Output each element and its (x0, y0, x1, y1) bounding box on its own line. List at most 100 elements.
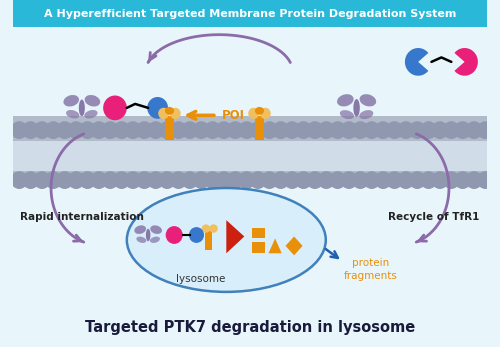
Circle shape (227, 121, 244, 139)
Circle shape (261, 171, 278, 189)
Circle shape (22, 121, 39, 139)
Circle shape (477, 171, 494, 189)
Ellipse shape (255, 107, 264, 115)
Circle shape (45, 171, 62, 189)
Circle shape (158, 171, 176, 189)
Circle shape (432, 171, 448, 189)
Circle shape (56, 171, 74, 189)
Text: protein
fragments: protein fragments (344, 259, 398, 281)
Circle shape (79, 121, 96, 139)
Text: A Hyperefficient Targeted Membrane Protein Degradation System: A Hyperefficient Targeted Membrane Prote… (44, 9, 456, 19)
Circle shape (103, 95, 127, 120)
Circle shape (284, 171, 300, 189)
Circle shape (238, 171, 255, 189)
FancyBboxPatch shape (13, 0, 487, 27)
Circle shape (90, 171, 108, 189)
Circle shape (192, 171, 210, 189)
FancyBboxPatch shape (252, 243, 264, 253)
Circle shape (182, 171, 198, 189)
Circle shape (352, 171, 369, 189)
Ellipse shape (158, 108, 169, 119)
Polygon shape (268, 238, 281, 253)
Ellipse shape (136, 237, 146, 243)
Circle shape (306, 171, 324, 189)
Circle shape (408, 121, 426, 139)
Ellipse shape (134, 225, 146, 234)
Circle shape (136, 171, 153, 189)
Ellipse shape (202, 225, 210, 233)
Circle shape (398, 121, 414, 139)
Ellipse shape (260, 108, 270, 119)
Circle shape (102, 171, 119, 189)
Circle shape (68, 171, 84, 189)
Circle shape (11, 121, 28, 139)
Circle shape (329, 171, 346, 189)
Circle shape (318, 121, 335, 139)
Circle shape (216, 121, 232, 139)
FancyBboxPatch shape (256, 116, 264, 139)
Ellipse shape (79, 100, 85, 116)
Circle shape (166, 226, 182, 244)
Circle shape (250, 121, 266, 139)
Circle shape (68, 121, 84, 139)
Circle shape (170, 121, 187, 139)
Wedge shape (454, 48, 478, 76)
Circle shape (238, 121, 255, 139)
Circle shape (306, 121, 324, 139)
Text: lysosome: lysosome (176, 273, 225, 283)
Circle shape (363, 121, 380, 139)
Circle shape (284, 121, 300, 139)
Circle shape (22, 171, 39, 189)
Ellipse shape (210, 225, 218, 233)
Ellipse shape (354, 99, 360, 117)
Circle shape (318, 171, 335, 189)
Circle shape (136, 121, 153, 139)
Wedge shape (405, 48, 428, 76)
Circle shape (443, 171, 460, 189)
Circle shape (113, 171, 130, 189)
Circle shape (216, 171, 232, 189)
Circle shape (11, 171, 28, 189)
Circle shape (124, 171, 142, 189)
Circle shape (204, 121, 221, 139)
Circle shape (56, 121, 74, 139)
Ellipse shape (64, 95, 79, 107)
Circle shape (295, 121, 312, 139)
Circle shape (477, 121, 494, 139)
Ellipse shape (165, 107, 174, 115)
Circle shape (34, 121, 50, 139)
Ellipse shape (66, 110, 80, 118)
Circle shape (204, 171, 221, 189)
Circle shape (261, 121, 278, 139)
FancyBboxPatch shape (166, 116, 173, 139)
Ellipse shape (84, 95, 100, 107)
Text: POI: POI (222, 109, 244, 122)
Circle shape (113, 121, 130, 139)
Ellipse shape (150, 225, 162, 234)
Circle shape (363, 171, 380, 189)
Circle shape (374, 171, 392, 189)
Circle shape (398, 171, 414, 189)
Circle shape (340, 121, 357, 139)
FancyBboxPatch shape (13, 116, 487, 144)
Circle shape (45, 121, 62, 139)
Circle shape (295, 171, 312, 189)
FancyBboxPatch shape (252, 228, 264, 238)
Circle shape (386, 171, 403, 189)
Circle shape (374, 121, 392, 139)
Circle shape (443, 121, 460, 139)
FancyBboxPatch shape (13, 141, 487, 171)
Circle shape (34, 171, 50, 189)
Circle shape (466, 121, 482, 139)
Circle shape (227, 171, 244, 189)
Circle shape (189, 227, 204, 243)
Circle shape (102, 121, 119, 139)
Ellipse shape (170, 108, 180, 119)
Circle shape (408, 171, 426, 189)
Ellipse shape (248, 108, 259, 119)
Circle shape (272, 121, 289, 139)
Ellipse shape (340, 110, 354, 119)
Ellipse shape (127, 188, 326, 292)
Ellipse shape (150, 237, 160, 243)
Circle shape (124, 121, 142, 139)
